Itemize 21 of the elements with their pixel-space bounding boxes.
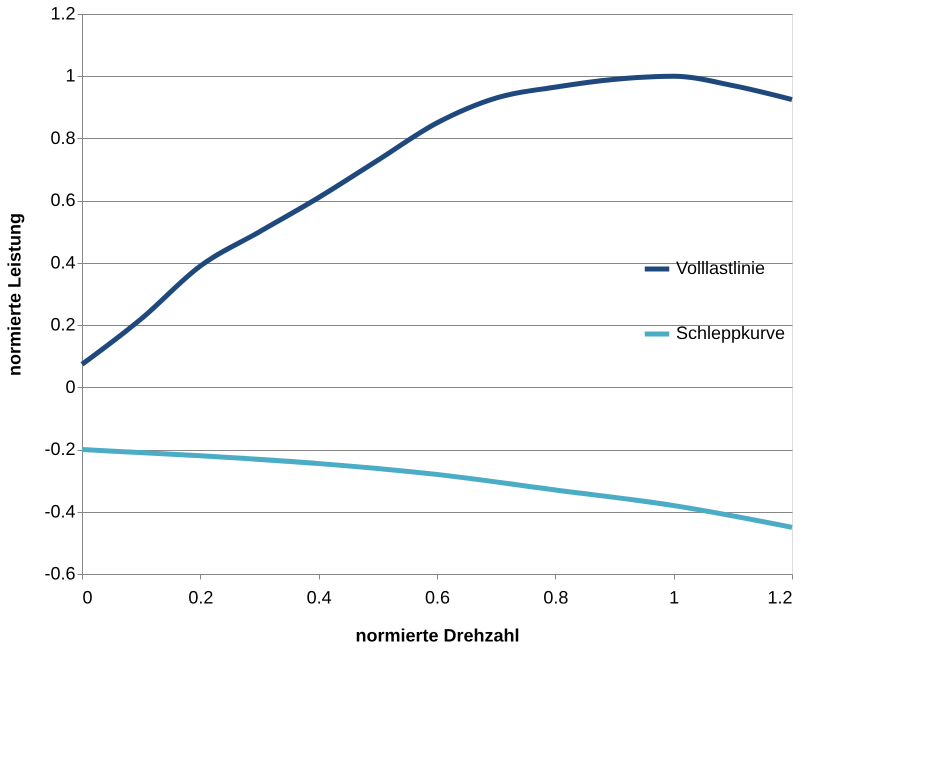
x-tick-label: 0.6	[424, 588, 450, 608]
x-tick-label: 0.8	[543, 588, 568, 608]
x-tick-label: 0.2	[188, 588, 214, 608]
x-tick-label: 1	[669, 588, 680, 608]
y-tick-label: 0.6	[50, 190, 76, 210]
y-tick-label: 0.8	[50, 128, 76, 148]
y-tick-label: 1	[65, 66, 76, 86]
y-tick-label: 0	[65, 376, 76, 397]
legend-label: Volllastlinie	[676, 258, 766, 278]
y-tick-label: 1.2	[50, 4, 76, 24]
y-tick-label: 0.4	[50, 252, 76, 272]
x-tick-label: 1.2	[767, 588, 792, 608]
y-tick-label: -0.4	[44, 501, 76, 522]
x-axis-title: normierte Drehzahl	[355, 626, 520, 646]
y-tick-label: -0.6	[44, 564, 76, 584]
x-tick-label: 0	[82, 588, 93, 608]
legend-label: Schleppkurve	[676, 323, 786, 343]
y-axis-title: normierte Leistung	[4, 212, 24, 376]
y-tick-label: 0.2	[50, 314, 76, 335]
y-tick-label: -0.2	[44, 439, 76, 460]
x-tick-label: 0.4	[306, 588, 332, 608]
